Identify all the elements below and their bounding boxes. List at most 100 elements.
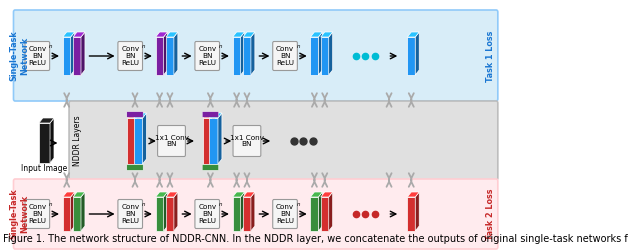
- FancyBboxPatch shape: [69, 101, 498, 180]
- Polygon shape: [209, 113, 222, 118]
- Text: n: n: [219, 202, 222, 206]
- FancyBboxPatch shape: [202, 112, 219, 117]
- Polygon shape: [407, 192, 419, 197]
- Polygon shape: [415, 32, 419, 75]
- Polygon shape: [63, 197, 70, 231]
- Text: Figure 1. The network structure of NDDR-CNN. In the NDDR layer, we concatenate t: Figure 1. The network structure of NDDR-…: [3, 234, 628, 244]
- Polygon shape: [241, 192, 244, 231]
- Text: Conv
BN
ReLU: Conv BN ReLU: [121, 46, 140, 66]
- FancyBboxPatch shape: [195, 42, 220, 71]
- Polygon shape: [310, 37, 318, 75]
- Polygon shape: [136, 113, 140, 164]
- Text: n: n: [49, 44, 52, 48]
- Text: n: n: [141, 202, 145, 206]
- Polygon shape: [166, 192, 178, 197]
- Text: Single-Task
Network: Single-Task Network: [10, 189, 29, 239]
- Text: NDDR Layers: NDDR Layers: [72, 116, 81, 166]
- Polygon shape: [166, 32, 178, 37]
- Polygon shape: [127, 113, 140, 118]
- Text: n: n: [296, 202, 300, 206]
- Polygon shape: [156, 37, 164, 75]
- Text: n: n: [141, 44, 145, 48]
- Polygon shape: [329, 192, 333, 231]
- Polygon shape: [232, 197, 241, 231]
- Polygon shape: [70, 32, 75, 75]
- Polygon shape: [329, 32, 333, 75]
- Polygon shape: [232, 32, 244, 37]
- Text: Conv
BN
ReLU: Conv BN ReLU: [276, 46, 294, 66]
- Text: Conv
BN
ReLU: Conv BN ReLU: [28, 46, 46, 66]
- Polygon shape: [166, 37, 174, 75]
- Polygon shape: [318, 32, 323, 75]
- Polygon shape: [232, 37, 241, 75]
- FancyBboxPatch shape: [118, 200, 143, 229]
- Polygon shape: [212, 113, 216, 164]
- Text: Input Image: Input Image: [21, 164, 68, 173]
- FancyBboxPatch shape: [127, 165, 143, 170]
- Text: Conv
BN
ReLU: Conv BN ReLU: [276, 204, 294, 224]
- Polygon shape: [251, 192, 255, 231]
- Polygon shape: [70, 192, 75, 231]
- Polygon shape: [310, 197, 318, 231]
- Polygon shape: [166, 197, 174, 231]
- Polygon shape: [243, 197, 251, 231]
- Polygon shape: [321, 37, 329, 75]
- Polygon shape: [156, 192, 168, 197]
- Polygon shape: [218, 113, 222, 164]
- Polygon shape: [143, 113, 147, 164]
- Polygon shape: [415, 192, 419, 231]
- Polygon shape: [241, 32, 244, 75]
- FancyBboxPatch shape: [25, 42, 50, 71]
- Polygon shape: [407, 37, 415, 75]
- Text: Single-Task
Network: Single-Task Network: [10, 31, 29, 81]
- Polygon shape: [318, 192, 323, 231]
- FancyBboxPatch shape: [118, 42, 143, 71]
- Text: 1x1 Conv
BN: 1x1 Conv BN: [155, 135, 188, 147]
- Polygon shape: [156, 32, 168, 37]
- Text: n: n: [296, 44, 300, 48]
- Text: Task 2 Loss: Task 2 Loss: [486, 188, 495, 240]
- FancyBboxPatch shape: [13, 179, 498, 249]
- Text: n: n: [219, 44, 222, 48]
- FancyBboxPatch shape: [202, 165, 219, 170]
- Polygon shape: [81, 192, 85, 231]
- Text: Conv
BN
ReLU: Conv BN ReLU: [28, 204, 46, 224]
- Polygon shape: [63, 32, 75, 37]
- Polygon shape: [251, 32, 255, 75]
- Polygon shape: [63, 192, 75, 197]
- Text: Conv
BN
ReLU: Conv BN ReLU: [121, 204, 140, 224]
- Text: n: n: [49, 202, 52, 206]
- FancyBboxPatch shape: [195, 200, 220, 229]
- Text: 1x1 Conv
BN: 1x1 Conv BN: [230, 135, 264, 147]
- Polygon shape: [127, 118, 136, 164]
- Polygon shape: [243, 32, 255, 37]
- Polygon shape: [209, 118, 218, 164]
- Polygon shape: [156, 197, 164, 231]
- Polygon shape: [232, 192, 244, 197]
- Text: Conv
BN
ReLU: Conv BN ReLU: [198, 46, 216, 66]
- FancyBboxPatch shape: [13, 10, 498, 101]
- Polygon shape: [164, 192, 168, 231]
- Polygon shape: [73, 37, 81, 75]
- FancyBboxPatch shape: [273, 42, 298, 71]
- Polygon shape: [407, 197, 415, 231]
- FancyBboxPatch shape: [157, 125, 186, 156]
- Polygon shape: [321, 192, 333, 197]
- Text: Conv
BN
ReLU: Conv BN ReLU: [198, 204, 216, 224]
- FancyBboxPatch shape: [233, 125, 261, 156]
- Polygon shape: [310, 192, 323, 197]
- FancyBboxPatch shape: [273, 200, 298, 229]
- Text: Task 1 Loss: Task 1 Loss: [486, 30, 495, 82]
- Polygon shape: [134, 113, 147, 118]
- Polygon shape: [39, 123, 50, 163]
- Polygon shape: [321, 197, 329, 231]
- Polygon shape: [310, 32, 323, 37]
- Polygon shape: [164, 32, 168, 75]
- Polygon shape: [203, 118, 212, 164]
- Polygon shape: [73, 32, 85, 37]
- Polygon shape: [243, 37, 251, 75]
- Polygon shape: [321, 32, 333, 37]
- Polygon shape: [243, 192, 255, 197]
- Polygon shape: [39, 118, 54, 123]
- Polygon shape: [81, 32, 85, 75]
